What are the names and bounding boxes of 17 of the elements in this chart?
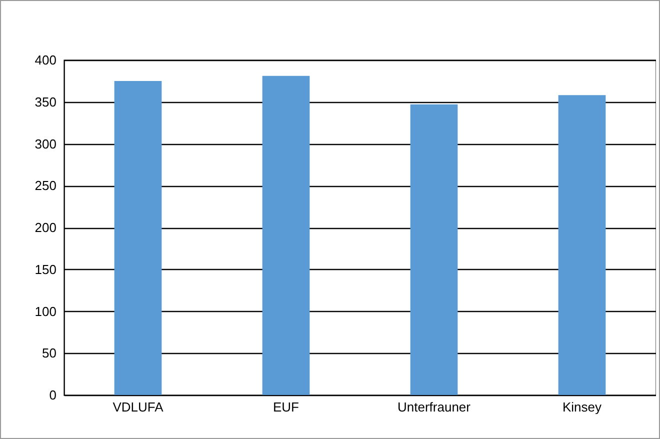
bar xyxy=(114,80,162,395)
y-tick-label: 250 xyxy=(34,178,56,194)
x-tick-label: Unterfrauner xyxy=(398,400,472,414)
bar xyxy=(262,76,310,395)
y-tick-label: 200 xyxy=(34,220,56,235)
y-tick-label: 100 xyxy=(34,304,56,319)
y-tick-label: 350 xyxy=(34,94,56,110)
y-tick-label: 400 xyxy=(34,52,56,68)
y-tick-label: 50 xyxy=(42,346,56,361)
y-tick-label: 0 xyxy=(49,388,56,402)
x-tick-label: EUF xyxy=(273,400,300,414)
bar xyxy=(558,95,606,395)
x-tick-label: VDLUFA xyxy=(112,400,164,414)
y-tick-label: 150 xyxy=(34,262,56,277)
bar xyxy=(410,104,458,395)
y-tick-label: 300 xyxy=(34,136,56,152)
x-tick-label: Kinsey xyxy=(562,400,602,414)
